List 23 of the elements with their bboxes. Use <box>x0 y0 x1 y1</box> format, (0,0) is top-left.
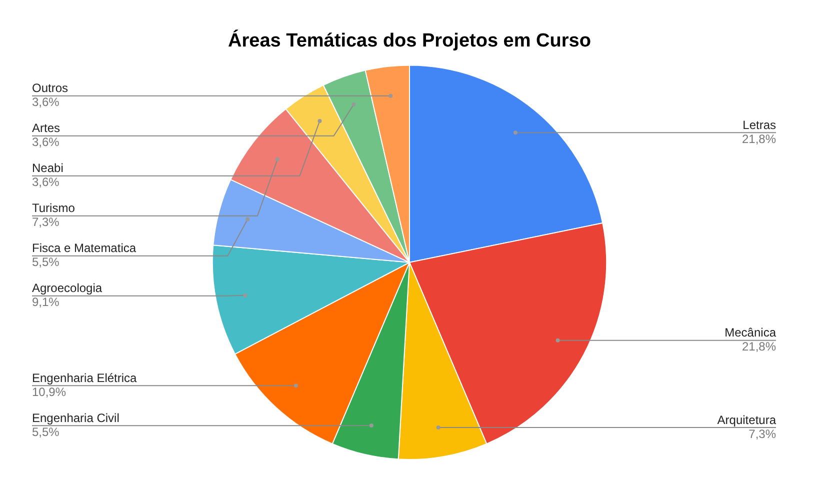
slice-label: Mecânica <box>724 326 776 340</box>
slice-label: Letras <box>742 118 776 132</box>
data-label: 7,3% <box>748 426 776 441</box>
chart-title: Áreas Temáticas dos Projetos em Curso <box>228 30 591 52</box>
data-label: 3,6% <box>32 135 60 150</box>
data-label: 9,1% <box>32 295 60 310</box>
data-label: 21,8% <box>742 132 776 146</box>
data-label: 5,5% <box>32 424 60 439</box>
data-label: 21,8% <box>742 340 776 354</box>
slice-label: Fisca e Matematica <box>32 241 136 256</box>
data-label: 3,6% <box>32 175 60 190</box>
slice-label: Arquitetura <box>717 412 776 427</box>
slice-label: Outros <box>32 81 68 96</box>
data-label: 7,3% <box>32 215 60 230</box>
slice-label: Engenharia Elétrica <box>32 370 138 385</box>
data-label: 10,9% <box>32 384 66 399</box>
slice-label: Agroecologia <box>32 281 102 296</box>
slice-label: Turismo <box>32 201 76 216</box>
slice-label: Engenharia Civil <box>32 410 120 425</box>
slice-label: Neabi <box>32 161 64 176</box>
data-label: 3,6% <box>32 95 60 110</box>
data-label: 5,5% <box>32 255 60 270</box>
slice-label: Artes <box>32 121 60 136</box>
